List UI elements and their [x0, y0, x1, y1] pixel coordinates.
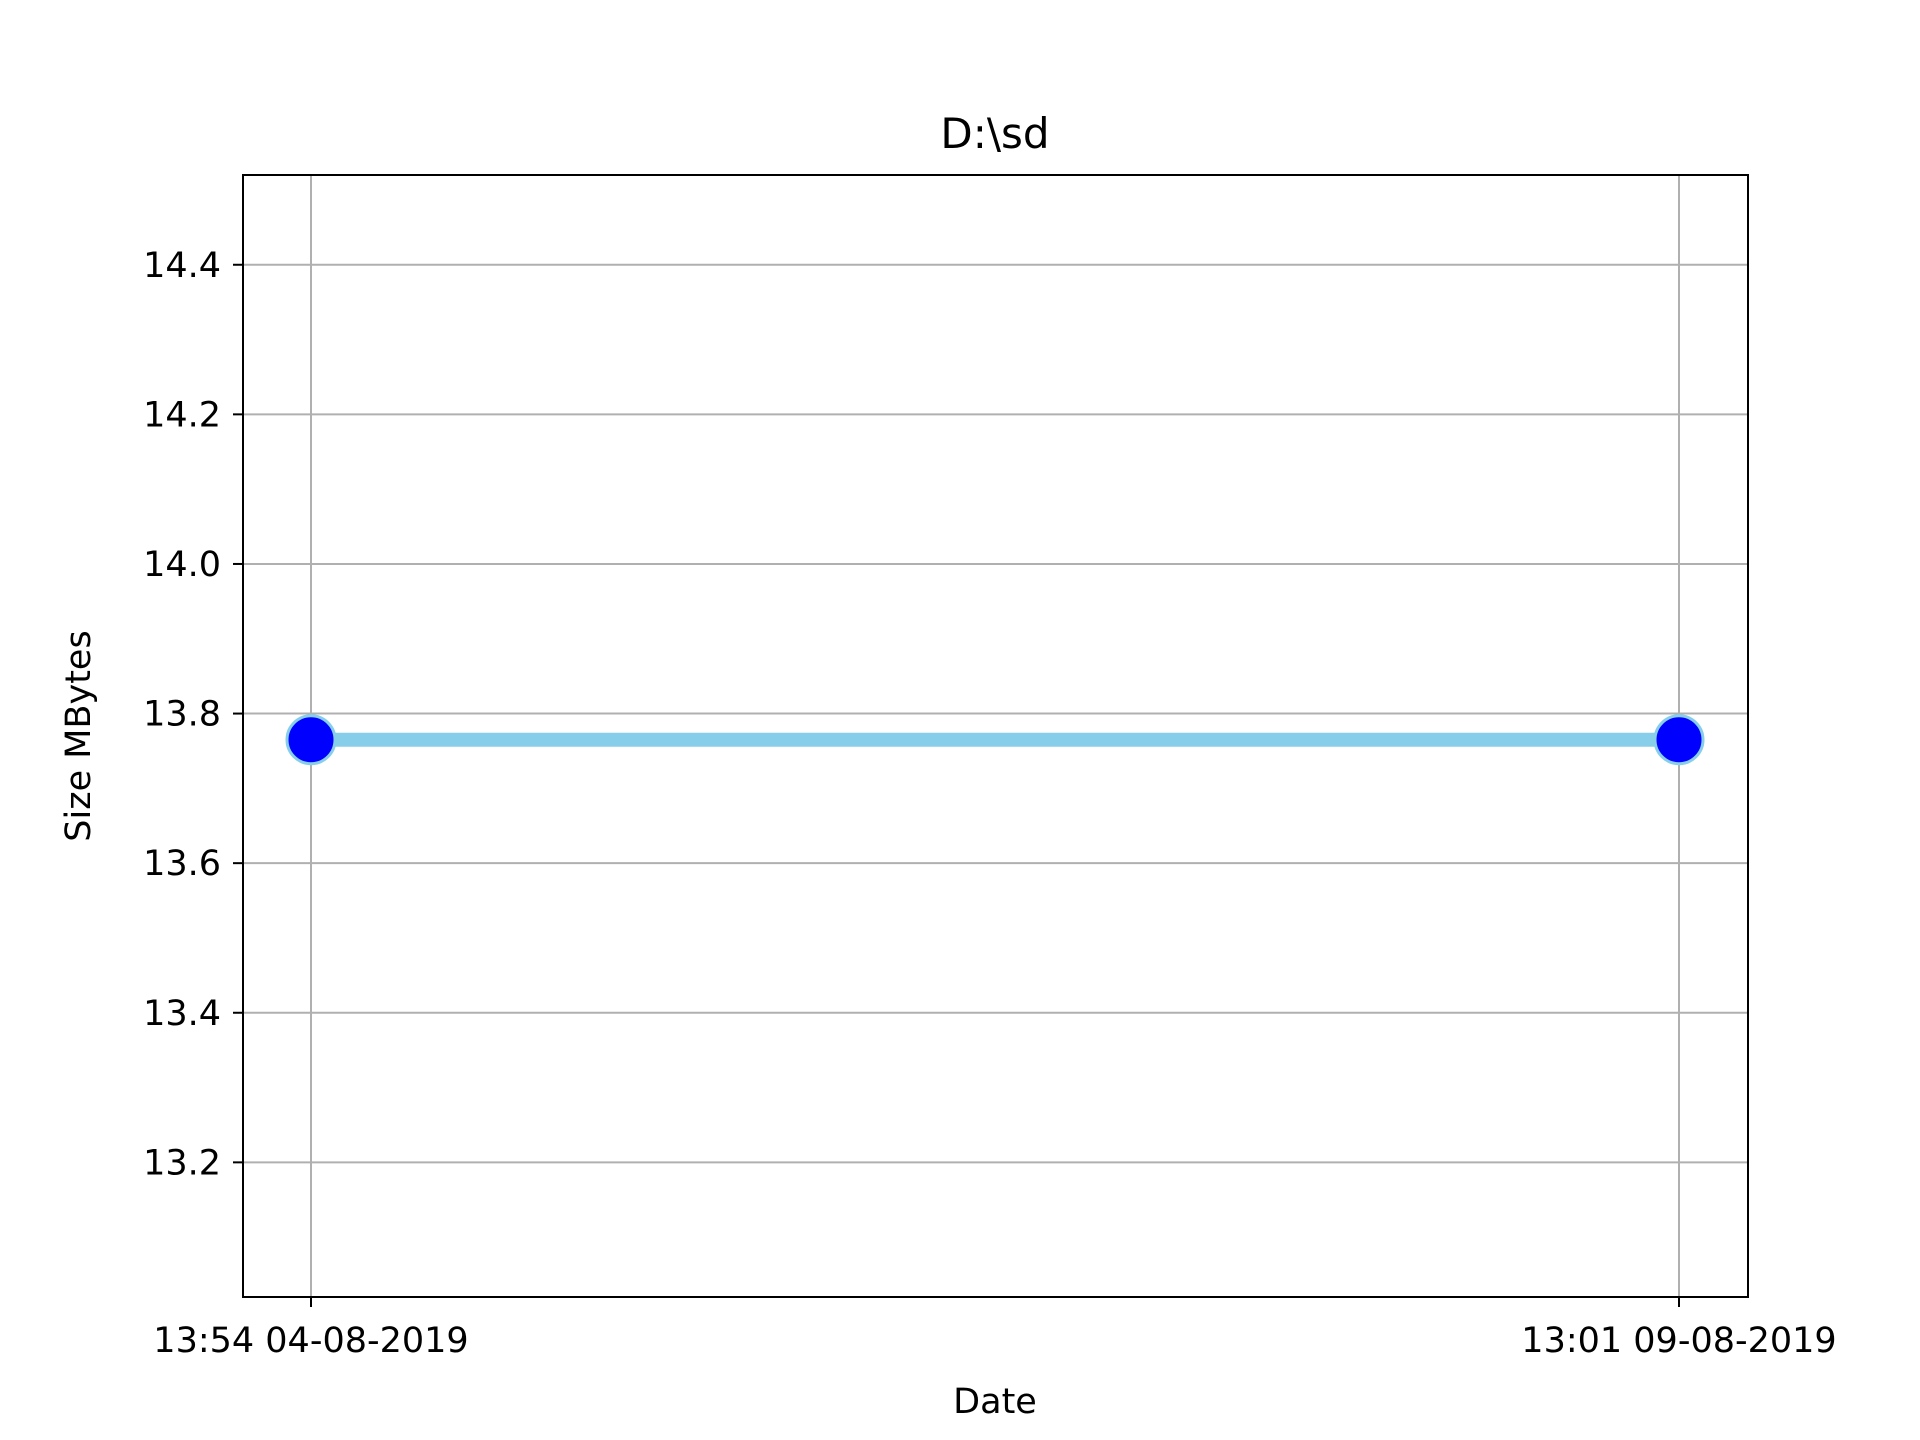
y-tick-label: 13.6 [143, 844, 221, 884]
y-tick-label: 14.2 [143, 395, 221, 435]
data-point [285, 714, 337, 766]
y-tick-label: 14.0 [143, 545, 221, 585]
plot-frame [242, 174, 1749, 1298]
x-axis: 13:54 04-08-2019 13:01 09-08-2019 [153, 1297, 1837, 1361]
y-tick-label: 13.8 [143, 695, 221, 735]
x-axis-title: Date [953, 1382, 1037, 1422]
chart-title: D:\sd [940, 109, 1049, 158]
y-tick-label: 13.2 [143, 1143, 221, 1183]
x-tick-label: 13:01 09-08-2019 [1521, 1321, 1836, 1361]
series-layer [285, 714, 1705, 766]
y-axis-title: Size MBytes [59, 630, 99, 841]
x-tick-label: 13:54 04-08-2019 [153, 1321, 468, 1361]
data-point [1653, 714, 1705, 766]
y-tick-label: 13.4 [143, 994, 221, 1034]
y-axis: 13.2 13.4 13.6 13.8 14.0 14.2 14.4 [143, 246, 243, 1183]
y-tick-label: 14.4 [143, 246, 221, 286]
